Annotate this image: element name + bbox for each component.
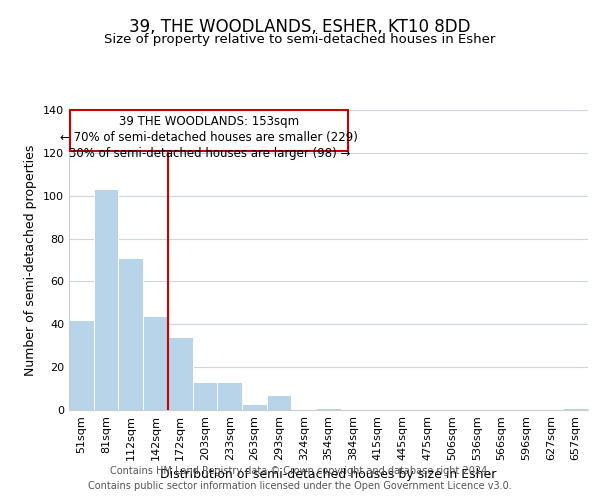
Bar [94, 190, 118, 410]
Text: Size of property relative to semi-detached houses in Esher: Size of property relative to semi-detach… [104, 32, 496, 46]
X-axis label: Distribution of semi-detached houses by size in Esher: Distribution of semi-detached houses by … [160, 468, 497, 481]
Text: Contains HM Land Registry data © Crown copyright and database right 2024.: Contains HM Land Registry data © Crown c… [110, 466, 490, 476]
Bar [217, 382, 242, 410]
Bar [267, 395, 292, 410]
Bar [118, 258, 143, 410]
FancyBboxPatch shape [70, 110, 348, 150]
Bar [69, 320, 94, 410]
Bar [242, 404, 267, 410]
Text: 30% of semi-detached houses are larger (98) →: 30% of semi-detached houses are larger (… [68, 148, 350, 160]
Bar [316, 408, 341, 410]
Text: ← 70% of semi-detached houses are smaller (229): ← 70% of semi-detached houses are smalle… [61, 131, 358, 144]
Bar [563, 408, 588, 410]
Bar [168, 337, 193, 410]
Bar [143, 316, 168, 410]
Text: Contains public sector information licensed under the Open Government Licence v3: Contains public sector information licen… [88, 481, 512, 491]
Bar [193, 382, 217, 410]
Y-axis label: Number of semi-detached properties: Number of semi-detached properties [25, 144, 37, 376]
Text: 39 THE WOODLANDS: 153sqm: 39 THE WOODLANDS: 153sqm [119, 114, 299, 128]
Text: 39, THE WOODLANDS, ESHER, KT10 8DD: 39, THE WOODLANDS, ESHER, KT10 8DD [129, 18, 471, 36]
